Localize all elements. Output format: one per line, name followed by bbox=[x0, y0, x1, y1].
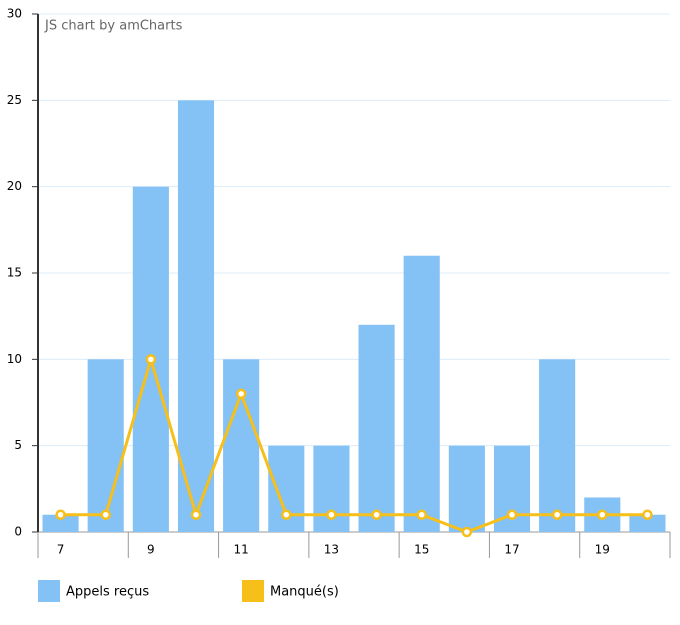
marker bbox=[642, 509, 653, 520]
marker bbox=[371, 509, 382, 520]
bar bbox=[403, 255, 440, 532]
bar bbox=[448, 445, 485, 532]
bar bbox=[358, 324, 395, 532]
marker bbox=[326, 509, 337, 520]
y-tick-label: 15 bbox=[7, 266, 22, 280]
credit: JS chart by amCharts bbox=[44, 19, 183, 34]
y-tick-label: 30 bbox=[7, 7, 22, 21]
marker bbox=[235, 388, 247, 400]
y-tick-label: 5 bbox=[14, 438, 22, 452]
bar bbox=[87, 359, 124, 532]
y-tick-label: 20 bbox=[7, 179, 22, 193]
marker bbox=[145, 354, 157, 365]
marker bbox=[281, 509, 292, 520]
bar bbox=[539, 359, 576, 532]
legend-swatch bbox=[242, 580, 264, 602]
marker bbox=[506, 509, 518, 520]
marker bbox=[190, 509, 202, 520]
bar bbox=[223, 359, 260, 532]
line bbox=[60, 353, 648, 534]
x-tick-label: 17 bbox=[504, 543, 519, 557]
x-tick-label: 13 bbox=[324, 543, 339, 557]
y-tick-label: 25 bbox=[7, 93, 22, 107]
x-tick-label: 7 bbox=[57, 543, 65, 557]
marker bbox=[597, 509, 608, 520]
legend-label: Manqué(s) bbox=[270, 585, 339, 600]
x-tick-label: 15 bbox=[414, 543, 429, 557]
x-tick-label: 9 bbox=[147, 543, 155, 557]
marker bbox=[416, 509, 427, 520]
marker bbox=[55, 509, 66, 520]
x-tick-label: 11 bbox=[234, 543, 249, 557]
y-tick-label: 10 bbox=[7, 352, 22, 366]
marker bbox=[461, 526, 473, 538]
bar bbox=[177, 100, 215, 532]
marker bbox=[551, 509, 563, 520]
bar bbox=[42, 514, 79, 532]
bar bbox=[629, 514, 666, 532]
x-tick-label: 19 bbox=[595, 543, 610, 557]
y-tick-label: 0 bbox=[14, 525, 22, 539]
legend-swatch bbox=[38, 580, 60, 602]
marker bbox=[100, 509, 111, 520]
legend-label: Appels reçus bbox=[66, 585, 149, 600]
